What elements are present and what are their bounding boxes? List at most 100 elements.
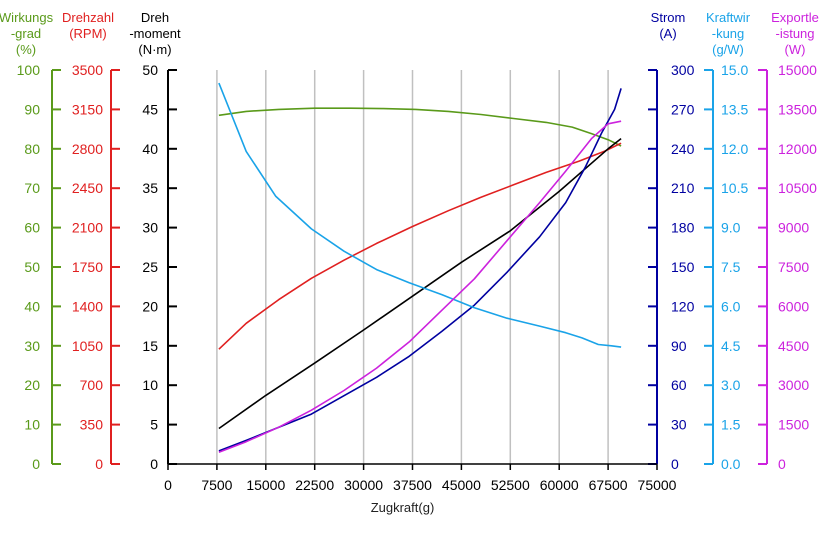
axis-ratio-tick-label: 1.5	[721, 417, 741, 433]
axis-torque-title: Dreh	[141, 10, 169, 25]
axis-ratio-title: -kung	[712, 26, 745, 41]
axis-rpm-tick-label: 700	[80, 377, 104, 393]
series-line-torque	[218, 137, 622, 430]
axis-torque-tick-label: 0	[150, 456, 158, 472]
series-line-eff	[218, 107, 622, 147]
axis-rpm-tick-label: 2800	[72, 141, 103, 157]
x-tick-label: 60000	[540, 477, 579, 493]
x-tick-label: 30000	[344, 477, 383, 493]
axis-ratio-tick-label: 6.0	[721, 298, 741, 314]
axis-eff-title: (%)	[16, 42, 36, 57]
x-tick-label: 75000	[638, 477, 677, 493]
axis-rpm-title: (RPM)	[69, 26, 107, 41]
x-tick-label: 7500	[201, 477, 232, 493]
axis-ratio: 0.0 1.5 3.0 4.5 6.0 7.5 9.0 10.5 12.0 13.5 15.0 Kra…	[704, 10, 751, 472]
axis-eff-tick-label: 30	[24, 338, 40, 354]
series-lines	[218, 82, 622, 453]
axis-current-tick-label: 180	[671, 220, 695, 236]
axis-torque-tick-label: 45	[142, 101, 158, 117]
axis-eff-title: -grad	[11, 26, 41, 41]
axis-power-tick-label: 7500	[778, 259, 809, 275]
axis-current-tick-label: 300	[671, 62, 695, 78]
axis-torque-tick-label: 30	[142, 220, 158, 236]
axis-power-tick-label: 0	[778, 456, 786, 472]
axis-power-tick-label: 6000	[778, 298, 809, 314]
axis-current-tick-label: 240	[671, 141, 695, 157]
axis-rpm-tick-label: 350	[80, 417, 104, 433]
axis-ratio-title: Kraftwir	[706, 10, 751, 25]
axis-ratio-tick-label: 12.0	[721, 141, 748, 157]
axis-current-tick-label: 120	[671, 298, 695, 314]
axis-current-tick-label: 0	[671, 456, 679, 472]
x-tick-label: 67500	[589, 477, 628, 493]
axis-torque-tick-label: 15	[142, 338, 158, 354]
axis-power-tick-label: 12000	[778, 141, 817, 157]
axis-rpm-tick-label: 1750	[72, 259, 103, 275]
axis-current-tick-label: 270	[671, 101, 695, 117]
axis-torque-tick-label: 50	[142, 62, 158, 78]
axis-torque-tick-label: 35	[142, 180, 158, 196]
x-tick-label: 22500	[295, 477, 334, 493]
axis-rpm-tick-label: 3150	[72, 101, 103, 117]
axis-current-tick-label: 150	[671, 259, 695, 275]
axis-power-tick-label: 1500	[778, 417, 809, 433]
axis-rpm-tick-label: 2450	[72, 180, 103, 196]
axis-eff-title: Wirkungs	[0, 10, 54, 25]
axis-ratio-tick-label: 3.0	[721, 377, 741, 393]
axes: 0102030405060708090100Wirkungs-grad(%)03…	[0, 10, 819, 472]
axis-torque-title: (N·m)	[138, 42, 171, 57]
axis-eff-tick-label: 60	[24, 220, 40, 236]
axis-ratio-tick-label: 10.5	[721, 180, 748, 196]
axis-power-title: Exportle	[771, 10, 819, 25]
axis-rpm-title: Drehzahl	[62, 10, 114, 25]
grid-lines	[216, 70, 658, 464]
axis-ratio-tick-label: 9.0	[721, 220, 741, 236]
axis-rpm-tick-label: 0	[95, 456, 103, 472]
axis-torque-tick-label: 10	[142, 377, 158, 393]
axis-rpm-tick-label: 2100	[72, 220, 103, 236]
axis-current-title: (A)	[659, 26, 676, 41]
axis-power-tick-label: 15000	[778, 62, 817, 78]
series-line-ratio	[218, 82, 622, 348]
axis-power-tick-label: 3000	[778, 377, 809, 393]
axis-power-tick-label: 9000	[778, 220, 809, 236]
axis-current-tick-label: 30	[671, 417, 687, 433]
axis-torque-tick-label: 20	[142, 298, 158, 314]
axis-ratio-tick-label: 4.5	[721, 338, 741, 354]
axis-rpm-tick-label: 1050	[72, 338, 103, 354]
axis-eff-tick-label: 80	[24, 141, 40, 157]
axis-eff-tick-label: 50	[24, 259, 40, 275]
axis-torque: 0 5 10 15 20 25 30 35 40 45 50 Dreh-moment(N·m)	[129, 10, 181, 472]
axis-power: 0 1500 3000 4500 6000 7500 9000 10500 12000 13500…	[758, 10, 819, 472]
axis-ratio-tick-label: 15.0	[721, 62, 748, 78]
axis-current-tick-label: 210	[671, 180, 695, 196]
axis-ratio-tick-label: 13.5	[721, 101, 748, 117]
axis-power-title: (W)	[785, 42, 806, 57]
axis-ratio-tick-label: 7.5	[721, 259, 741, 275]
x-tick-label: 45000	[442, 477, 481, 493]
axis-torque-tick-label: 5	[150, 417, 158, 433]
axis-rpm: 0 350 700 1050 1400 1750 2100 2450 2800 3150 3500 D…	[62, 10, 120, 472]
axis-current-tick-label: 60	[671, 377, 687, 393]
axis-current: 0 30 60 90 120 150 180 210 240 270 300 Strom(A)	[648, 10, 695, 472]
x-tick-label: 15000	[246, 477, 285, 493]
x-tick-label: 37500	[393, 477, 432, 493]
axis-ratio-title: (g/W)	[712, 42, 744, 57]
axis-current-tick-label: 90	[671, 338, 687, 354]
axis-torque-tick-label: 25	[142, 259, 158, 275]
axis-eff-tick-label: 0	[32, 456, 40, 472]
axis-power-tick-label: 13500	[778, 101, 817, 117]
x-tick-label: 52500	[491, 477, 530, 493]
x-axis: 0 7500 15000 22500 30000 37500 45000 52500 60000…	[164, 463, 677, 515]
x-axis-label: Zugkraft(g)	[371, 500, 435, 515]
series-line-power	[218, 120, 622, 453]
axis-eff-tick-label: 20	[24, 377, 40, 393]
axis-current-title: Strom	[651, 10, 686, 25]
series-line-current	[218, 88, 622, 452]
axis-ratio-tick-label: 0.0	[721, 456, 741, 472]
axis-eff-tick-label: 90	[24, 101, 40, 117]
axis-rpm-tick-label: 3500	[72, 62, 103, 78]
axis-rpm-tick-label: 1400	[72, 298, 103, 314]
axis-power-tick-label: 4500	[778, 338, 809, 354]
